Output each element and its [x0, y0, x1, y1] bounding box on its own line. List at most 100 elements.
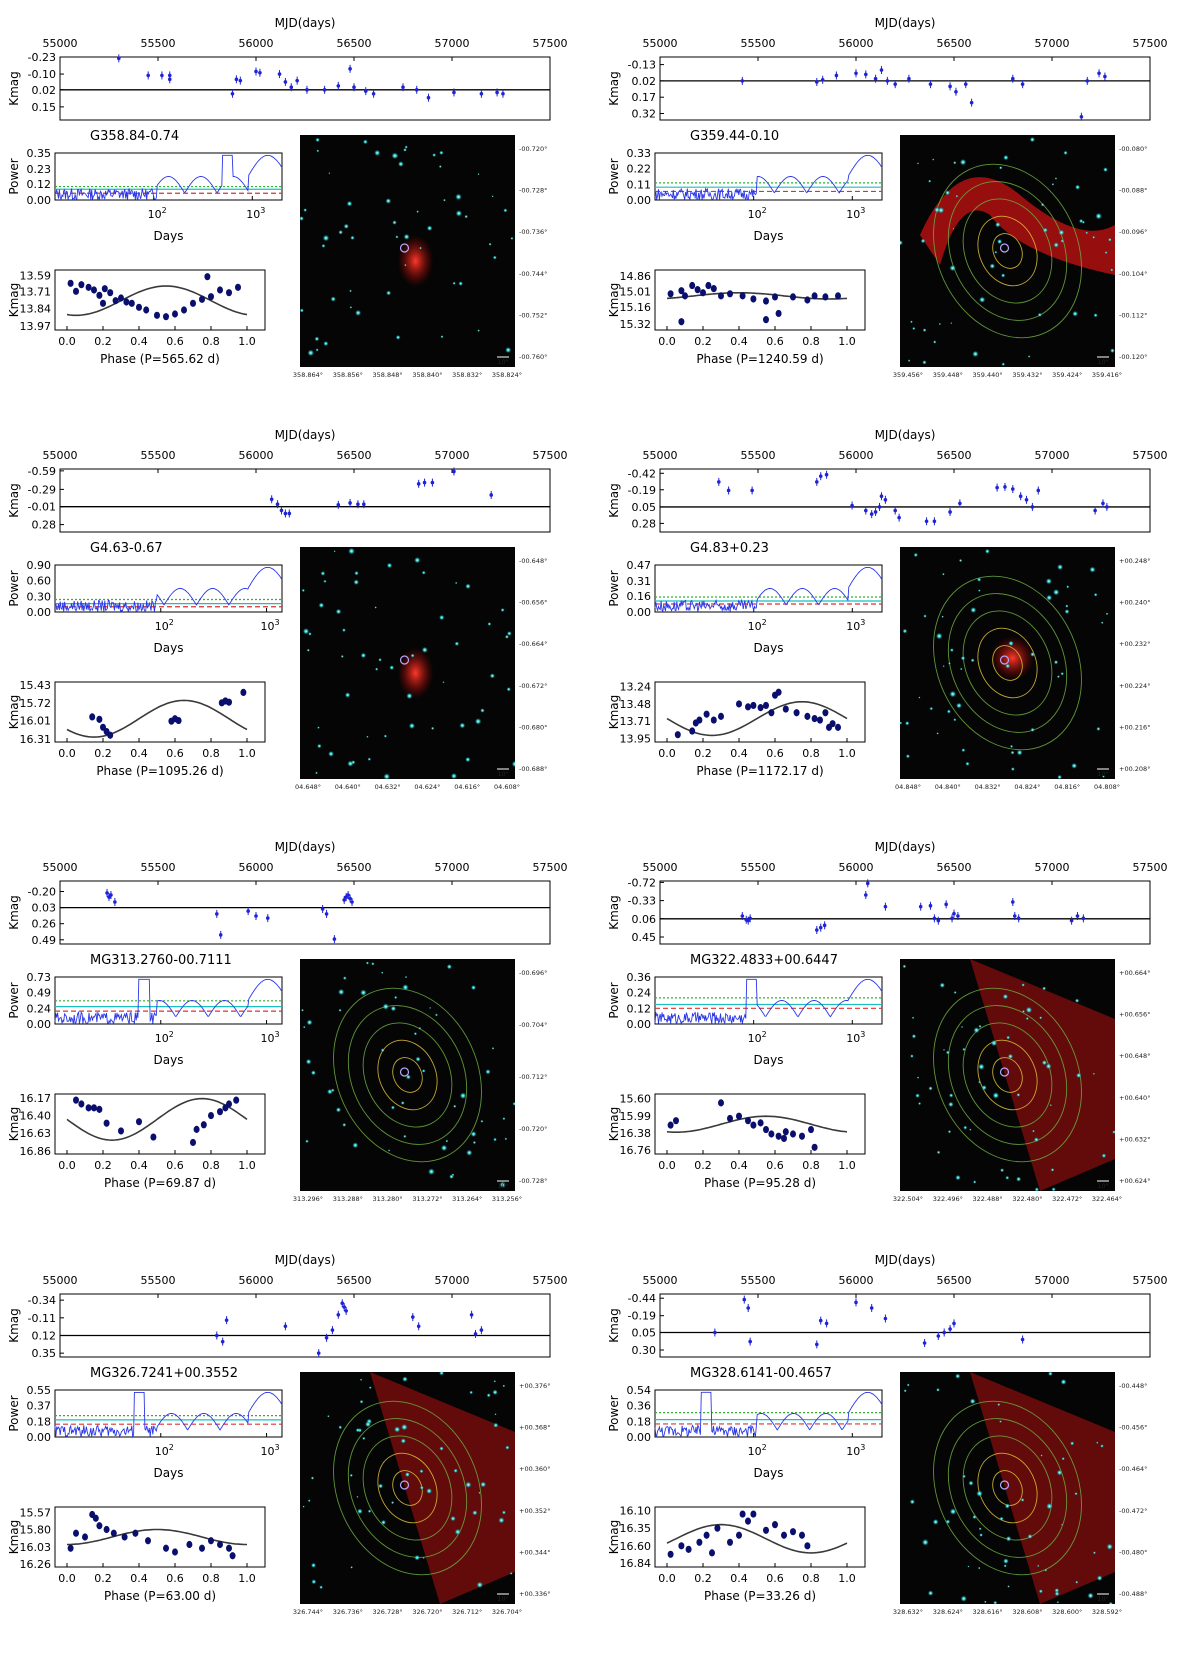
star	[1066, 585, 1070, 589]
phase-point	[240, 688, 247, 697]
star	[1053, 242, 1060, 248]
mjd-kmag-tick-label: -0.44	[628, 1292, 656, 1305]
star	[356, 1508, 363, 1515]
star	[314, 336, 320, 342]
star	[990, 1039, 998, 1047]
phase-point	[78, 1100, 85, 1108]
star	[392, 220, 397, 225]
ra-tick-label: 326.720°	[412, 1608, 442, 1616]
mjd-point	[146, 71, 150, 80]
mjd-point	[815, 926, 819, 934]
star	[319, 1585, 323, 1590]
mjd-point	[907, 74, 911, 83]
star	[450, 1515, 456, 1522]
mjd-point	[948, 1325, 952, 1333]
mjd-kmag-axis-label: Kmag	[607, 71, 621, 106]
phase-tick-label: 0.0	[658, 747, 676, 760]
star	[346, 200, 353, 207]
star	[342, 976, 347, 981]
ra-tick-label: 04.824°	[1014, 783, 1040, 791]
star	[413, 1032, 418, 1036]
mjd-point	[348, 894, 352, 903]
days-tick-label: 103	[261, 1443, 280, 1458]
mjd-point	[258, 68, 262, 77]
mjd-kmag-tick-label: 0.03	[32, 902, 57, 915]
phase-kmag-tick-label: 16.86	[20, 1145, 52, 1158]
star	[419, 246, 422, 250]
star	[959, 667, 963, 671]
star	[350, 235, 355, 241]
star	[944, 190, 951, 196]
phase-point	[235, 283, 241, 291]
star	[452, 281, 456, 285]
mjd-tick-label: 56500	[937, 449, 972, 462]
star	[327, 1414, 330, 1418]
phase-point	[96, 1105, 103, 1113]
power-tick-label: 0.49	[27, 986, 52, 999]
phase-tick-label: 0.0	[58, 747, 76, 760]
star	[374, 667, 379, 671]
mjd-tick-label: 57500	[533, 1274, 568, 1287]
star	[429, 1006, 432, 1009]
mjd-tick-label: 56000	[839, 1274, 874, 1287]
star	[937, 206, 945, 214]
star	[1000, 273, 1006, 278]
star	[978, 1024, 982, 1028]
star	[922, 360, 927, 365]
star	[977, 1566, 981, 1570]
star	[449, 1174, 454, 1180]
star	[333, 550, 336, 553]
star	[1047, 1372, 1053, 1377]
phase-tick-label: 0.2	[694, 1159, 712, 1172]
phase-tick-label: 0.0	[658, 335, 676, 348]
phase-tick-label: 0.4	[730, 747, 748, 760]
mjd-kmag-axis-label: Kmag	[607, 895, 621, 930]
dec-tick-label: -00.760°	[519, 353, 547, 361]
mjd-point	[109, 891, 113, 899]
mjd-kmag-tick-label: -0.33	[628, 895, 656, 908]
star	[391, 152, 399, 160]
mjd-point	[954, 87, 958, 96]
mjd-point	[113, 898, 117, 906]
star	[493, 1137, 497, 1142]
star	[315, 348, 319, 352]
dec-tick-label: +00.240°	[1119, 599, 1150, 607]
phase-point	[678, 287, 685, 295]
phase-point	[143, 306, 150, 314]
periodogram-frame	[54, 1389, 283, 1438]
star	[349, 1473, 353, 1478]
mjd-kmag-tick-label: 0.02	[632, 75, 657, 88]
dec-tick-label: +00.224°	[1119, 682, 1150, 690]
phase-point	[745, 1117, 751, 1125]
mjd-tick-label: 55000	[43, 37, 78, 50]
ra-tick-label: 326.744°	[293, 1608, 323, 1616]
star	[362, 1436, 366, 1441]
contour-line	[362, 1022, 453, 1128]
periodogram-frame	[654, 976, 883, 1025]
phase-point	[204, 273, 211, 281]
star	[316, 149, 320, 153]
ra-tick-label: 359.416°	[1092, 371, 1122, 379]
power-tick-label: 0.33	[627, 147, 652, 160]
star	[1016, 749, 1023, 756]
star	[503, 208, 508, 213]
days-tick-label: 103	[846, 206, 865, 221]
star	[941, 572, 945, 576]
star	[972, 350, 979, 358]
mjd-tick-label: 55500	[741, 1274, 776, 1287]
contour-line	[977, 627, 1038, 699]
phase-tick-label: 0.2	[94, 747, 112, 760]
star	[368, 1386, 372, 1390]
star	[470, 984, 477, 991]
mjd-point	[350, 898, 354, 906]
phase-point	[718, 1099, 724, 1107]
dec-tick-label: -00.728°	[519, 1177, 547, 1185]
phase-point	[829, 720, 836, 728]
star	[458, 281, 464, 286]
dec-tick-label: -00.456°	[1119, 1424, 1147, 1432]
mjd-point	[332, 935, 337, 944]
star	[439, 1446, 444, 1451]
mjd-point	[1012, 912, 1017, 920]
star	[1056, 1469, 1063, 1476]
phase-point	[782, 705, 789, 713]
